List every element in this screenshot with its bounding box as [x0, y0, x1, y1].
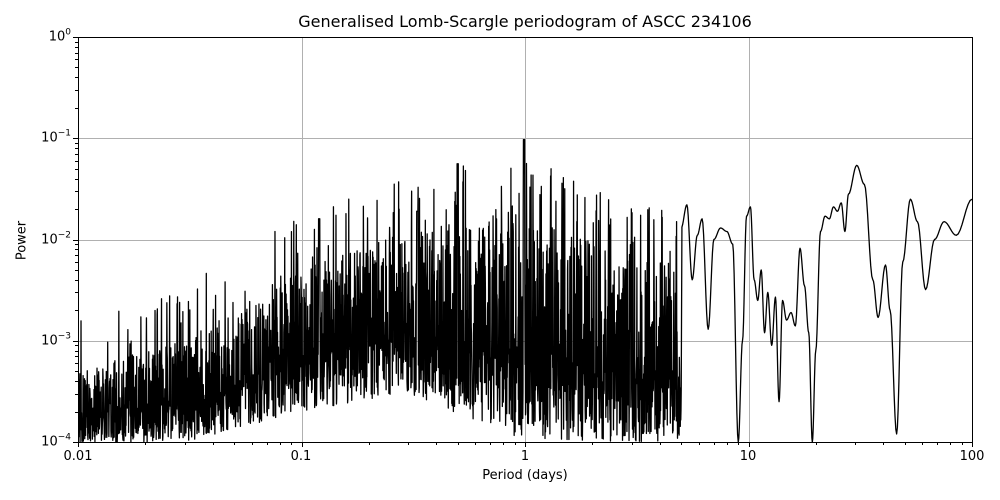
x-axis-label: Period (days) — [482, 468, 568, 483]
x-tick-label: 100 — [959, 449, 985, 464]
y-tick-label: 100 — [48, 27, 71, 45]
x-tick-label: 0.1 — [290, 449, 312, 464]
x-tick-label: 10 — [739, 449, 757, 464]
axes-frame — [78, 37, 973, 443]
y-tick-label: 10−3 — [41, 331, 71, 349]
x-tick-label: 1 — [520, 449, 530, 464]
periodogram-line — [78, 138, 972, 442]
y-tick-label: 10−1 — [41, 128, 71, 146]
y-tick-label: 10−4 — [41, 432, 71, 450]
chart-title: Generalised Lomb-Scargle periodogram of … — [298, 12, 752, 31]
x-tick-label: 0.01 — [63, 449, 93, 464]
y-tick-label: 10−2 — [41, 230, 71, 248]
